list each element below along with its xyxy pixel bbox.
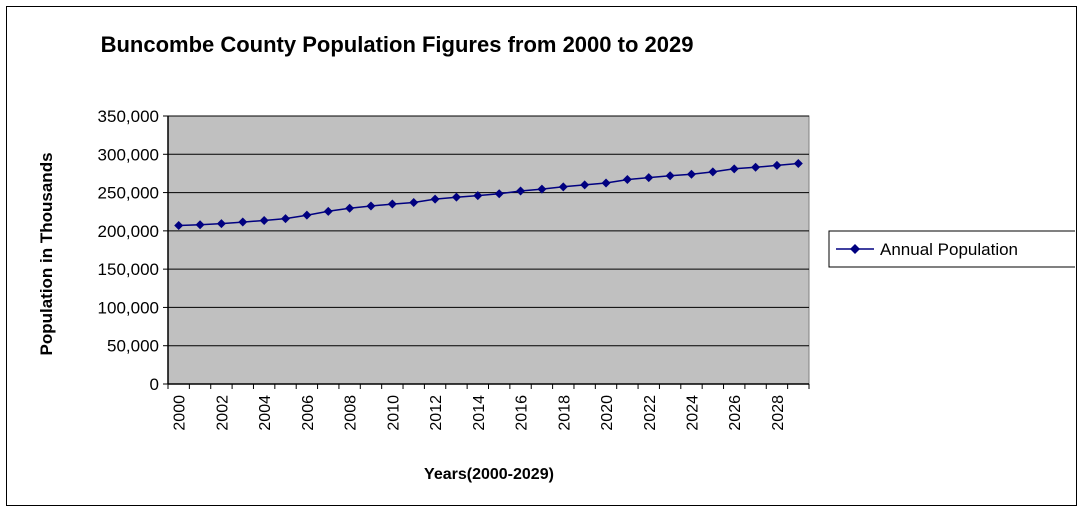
y-tick-label: 250,000 — [98, 184, 159, 203]
data-point — [686, 169, 696, 179]
y-tick-label: 300,000 — [98, 145, 159, 164]
data-point — [451, 192, 461, 202]
series-layer — [174, 158, 803, 230]
data-point — [195, 220, 205, 230]
x-tick-labels: 2000 2002 2004 2006 2008 2010 2012 2014 2016 2018… — [172, 395, 787, 431]
data-point — [409, 198, 419, 208]
x-tick-label: 2014 — [471, 395, 488, 431]
x-axis-label: Years(2000-2029) — [424, 466, 554, 483]
x-tick-label: 2026 — [727, 395, 744, 431]
chart-svg: Buncombe County Population Figures from … — [37, 32, 1081, 483]
data-point — [644, 173, 654, 183]
data-point — [281, 214, 291, 224]
y-tick-label: 50,000 — [107, 337, 159, 356]
data-point — [601, 178, 611, 188]
grid-layer — [168, 115, 809, 347]
y-tick-label: 350,000 — [98, 107, 159, 126]
y-tick-label: 0 — [150, 375, 159, 394]
y-tick-label: 200,000 — [98, 222, 159, 241]
plot-area — [167, 115, 810, 385]
axis-layer — [163, 115, 810, 389]
x-tick-label: 2024 — [684, 395, 701, 431]
y-tick-labels: 0 50,000 100,000 150,000 200,000 250,000 300,0… — [98, 107, 159, 394]
x-tick-label: 2012 — [428, 395, 445, 431]
data-point — [302, 210, 312, 220]
data-point — [387, 199, 397, 209]
data-point — [772, 160, 782, 170]
data-point — [259, 216, 269, 226]
x-tick-label: 2022 — [642, 395, 659, 431]
data-point — [174, 220, 184, 230]
chart-frame: Buncombe County Population Figures from … — [6, 6, 1081, 506]
data-point — [729, 164, 739, 174]
y-axis-label: Population in Thousands — [37, 152, 56, 355]
legend-marker — [850, 244, 860, 254]
data-point — [345, 203, 355, 213]
data-point — [430, 194, 440, 204]
x-tick-label: 2020 — [599, 395, 616, 431]
x-tick-label: 2004 — [257, 395, 274, 431]
data-point — [622, 175, 632, 185]
data-point — [473, 191, 483, 201]
y-tick-label: 100,000 — [98, 298, 159, 317]
x-tick-label: 2000 — [172, 395, 189, 431]
y-tick-label: 150,000 — [98, 260, 159, 279]
data-point — [708, 167, 718, 177]
data-point — [558, 182, 568, 192]
x-tick-label: 2008 — [343, 395, 360, 431]
chart-title: Buncombe County Population Figures from … — [101, 32, 694, 57]
data-point — [665, 171, 675, 181]
legend-label: Annual Population — [880, 240, 1018, 259]
data-point — [516, 186, 526, 196]
x-tick-label: 2016 — [514, 395, 531, 431]
data-point — [216, 219, 226, 229]
x-tick-label: 2028 — [770, 395, 787, 431]
data-point — [751, 162, 761, 172]
data-point — [793, 158, 803, 168]
data-point — [366, 201, 376, 211]
data-point — [494, 189, 504, 199]
legend: Annual Population — [828, 230, 1081, 268]
data-point — [580, 180, 590, 190]
data-point — [323, 206, 333, 216]
data-point — [238, 217, 248, 227]
x-tick-label: 2002 — [214, 395, 231, 431]
data-point — [537, 184, 547, 194]
x-tick-label: 2010 — [385, 395, 402, 431]
x-tick-label: 2018 — [556, 395, 573, 431]
x-tick-label: 2006 — [300, 395, 317, 431]
